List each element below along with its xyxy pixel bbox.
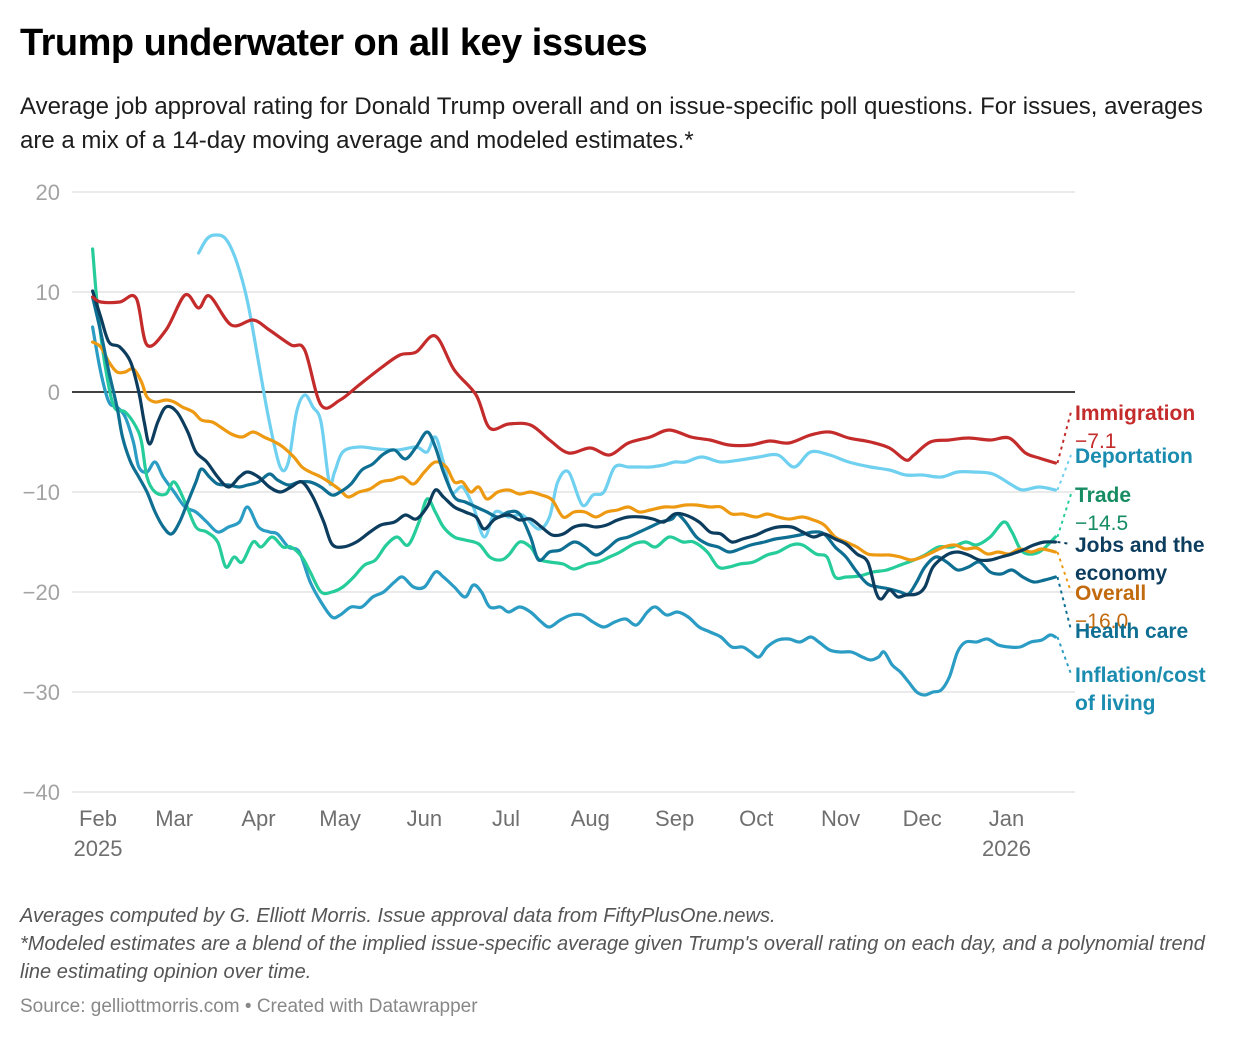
x-tick-label: Jan <box>989 806 1024 831</box>
x-tick-label: Oct <box>739 806 773 831</box>
label-connectors <box>1056 411 1072 675</box>
x-tick-year-label: 2026 <box>982 836 1031 861</box>
x-tick-label: Mar <box>155 806 193 831</box>
chart-notes: Averages computed by G. Elliott Morris. … <box>20 902 1230 986</box>
connector-overall <box>1056 551 1072 593</box>
label-trade: Trade <box>1075 484 1131 507</box>
y-tick-label: −20 <box>23 580 60 605</box>
x-tick-label: Apr <box>241 806 275 831</box>
series-line-jobs-and-the-economy <box>91 289 1057 601</box>
y-tick-label: 10 <box>36 280 60 305</box>
x-tick-label: Nov <box>821 806 860 831</box>
label-jobs-and-the-economy-line2: economy <box>1075 562 1168 585</box>
label-jobs-and-the-economy: Jobs and the <box>1075 534 1205 557</box>
connector-inflation-cost-of-living <box>1056 636 1072 675</box>
connector-immigration <box>1056 411 1072 464</box>
gridlines <box>72 191 1075 793</box>
x-tick-label: Sep <box>655 806 694 831</box>
x-tick-label: Jun <box>407 806 442 831</box>
label-overall: Overall <box>1075 582 1146 605</box>
label-inflation-cost-of-living: Inflation/cost <box>1075 664 1206 687</box>
label-health-care: Health care <box>1075 620 1188 643</box>
chart-subtitle: Average job approval rating for Donald T… <box>20 93 1203 154</box>
connector-jobs-and-the-economy <box>1057 541 1072 545</box>
x-tick-year-label: 2025 <box>74 836 123 861</box>
x-axis: Feb 2025 Mar Apr May Jun Jul Aug Sep Oct Nov Dec Jan… <box>74 806 1031 861</box>
y-tick-label: −40 <box>23 780 60 805</box>
label-value-overall: −16.0 <box>1075 610 1128 633</box>
series-line-inflation-cost-of-living <box>91 325 1057 697</box>
note-averages: Averages computed by G. Elliott Morris. … <box>20 905 776 927</box>
connector-health-care <box>1056 576 1072 631</box>
series-lines <box>91 233 1057 697</box>
connector-trade <box>1056 493 1072 538</box>
line-chart: 20 10 0 −10 −20 −30 −40 Feb 2025 Mar Apr May Jun Jul… <box>23 180 1206 861</box>
x-tick-label: Aug <box>571 806 610 831</box>
y-tick-label: 0 <box>48 380 60 405</box>
x-tick-label: Feb <box>79 806 117 831</box>
label-immigration: Immigration <box>1075 402 1195 425</box>
series-line-health-care <box>91 295 1057 597</box>
x-tick-label: Jul <box>492 806 520 831</box>
series-line-trade <box>91 247 1057 596</box>
label-deportation: Deportation <box>1075 445 1193 468</box>
connector-deportation <box>1056 454 1072 491</box>
label-inflation-cost-of-living-line2: of living <box>1075 692 1156 715</box>
chart-title: Trump underwater on all key issues <box>20 22 648 64</box>
y-tick-label: −10 <box>23 480 60 505</box>
label-value-trade: −14.5 <box>1075 512 1128 535</box>
x-tick-label: Dec <box>903 806 942 831</box>
series-line-overall <box>91 340 1057 562</box>
chart-source: Source: gelliottmorris.com • Created wit… <box>20 996 478 1017</box>
note-modeled-estimates: *Modeled estimates are a blend of the im… <box>20 933 1205 983</box>
series-line-immigration <box>91 292 1057 465</box>
y-tick-label: −30 <box>23 680 60 705</box>
y-axis: 20 10 0 −10 −20 −30 −40 <box>23 180 60 805</box>
x-tick-label: May <box>319 806 361 831</box>
label-value-immigration: −7.1 <box>1075 430 1116 453</box>
y-tick-label: 20 <box>36 180 60 205</box>
